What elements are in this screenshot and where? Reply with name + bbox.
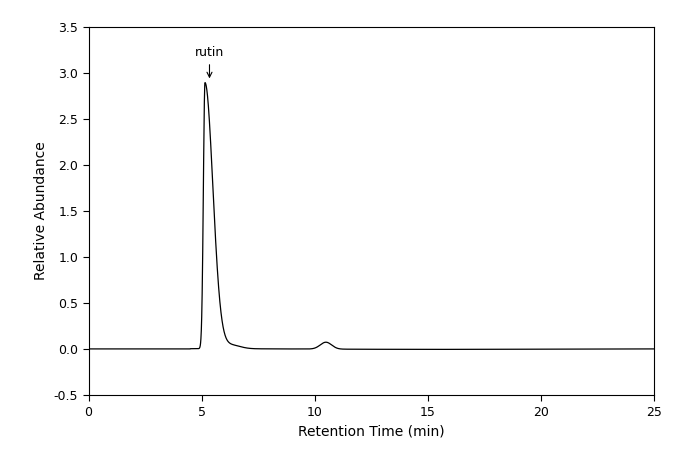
Y-axis label: Relative Abundance: Relative Abundance — [34, 141, 48, 281]
X-axis label: Retention Time (min): Retention Time (min) — [298, 424, 445, 438]
Text: rutin: rutin — [195, 46, 224, 77]
